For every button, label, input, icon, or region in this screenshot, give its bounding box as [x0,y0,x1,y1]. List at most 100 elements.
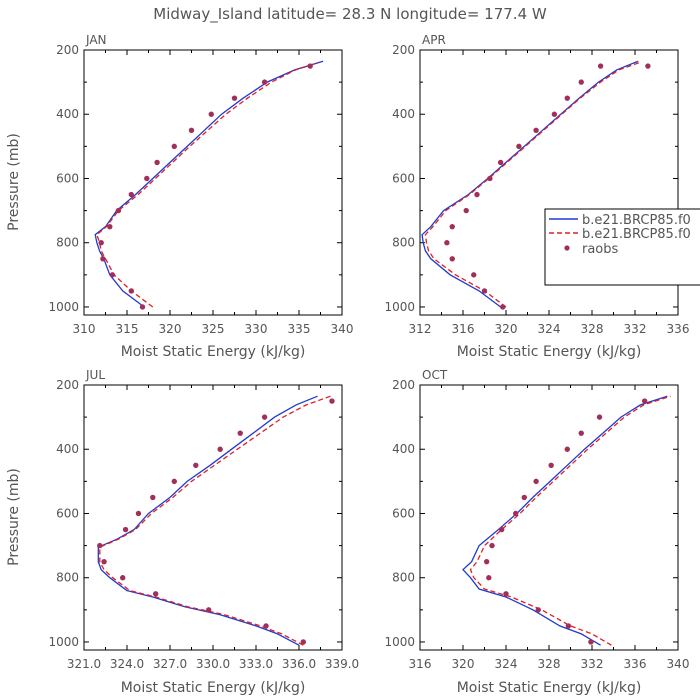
panel-apr-raobs-point [474,191,480,198]
panel-jan-xtick-label: 320 [159,322,182,336]
panel-jan-raobs-point [128,288,134,294]
panel-apr-raobs-point [500,304,506,310]
panel-apr-xtick-label: 332 [624,322,647,336]
panel-jan-raobs-point [98,240,104,246]
panel-jan-raobs-point [171,143,177,150]
panel-jan-raobs-point [144,175,150,182]
legend: b.e21.BRCP85.f0 b.e21.BRCP85.f0 raobs [544,208,700,286]
panel-apr-raobs-point [533,127,539,134]
panel-oct-raobs-point [483,558,490,565]
panel-oct-raobs-point [486,575,492,581]
panel-jul-raobs-point [122,526,129,533]
panel-jul-xtick-label: 333.0 [239,657,273,671]
panel-jan-raobs-point [231,95,238,101]
panel-jan-raobs-point [115,207,122,214]
panel-jan-raobs-point [107,223,113,230]
panel-apr-raobs-point [597,63,604,69]
panel-jul-ytick-label: 400 [56,442,79,456]
panel-jul: JUL 321.0 324.0 327.0 330.0 333.0 336.0 339.0 2… [6,368,359,696]
panel-jul-ytick-label: 1000 [48,635,79,649]
panel-apr-xlabel: Moist Static Energy (kJ/kg) [457,344,642,360]
panel-apr-raobs-point [444,240,450,246]
panel-apr-raobs-point [449,256,455,262]
panel-jul-xtick-label: 330.0 [196,657,230,671]
panel-oct-raobs-point [512,510,519,517]
panel-jan-xtick-label: 335 [288,322,311,336]
panel-jan-raobs-point [261,79,268,85]
panel-apr-xtick-label: 320 [495,322,518,336]
panel-oct-raobs-point [588,639,594,645]
panel-apr-xtick-label: 328 [581,322,604,336]
panel-apr-raobs-point [645,63,651,69]
panel-oct-raobs-point [489,542,495,549]
panel-oct-ytick-label: 800 [392,571,415,585]
panel-jul-frame [83,384,343,651]
panel-oct-raobs-point [548,462,554,469]
panel-oct-ytick-label: 600 [392,506,415,520]
panel-apr-raobs-point [516,143,522,150]
panel-jul-plot: 321.0 324.0 327.0 330.0 333.0 336.0 339.0 200 40… [48,378,359,671]
panel-apr-ytick-label: 600 [392,171,415,185]
panel-apr-raobs-point [578,79,584,85]
panel-jul-xtick-label: 321.0 [67,657,101,671]
panel-jul-xlabel: Moist Static Energy (kJ/kg) [121,680,306,696]
panel-apr-ytick-label: 800 [392,236,415,250]
panel-jul-ytick-label: 200 [56,378,79,392]
panel-jul-raobs-point [101,558,107,565]
panel-apr-xtick-label: 336 [667,322,690,336]
panel-oct-xtick-label: 320 [452,657,475,671]
panel-oct-raobs-point [535,607,541,613]
panel-jul-raobs-point [206,607,212,613]
figure-title: Midway_Island latitude= 28.3 N longitude… [153,5,547,24]
panel-jan-raobs-point [109,272,116,278]
panel-oct-raobs-point [499,526,505,533]
panel-jul-model2-line [99,395,331,646]
panel-apr-raobs-point [487,175,493,182]
panel-jan-ytick-label: 600 [56,171,79,185]
panel-jul-raobs-point [263,623,269,629]
panel-oct-xtick-label: 336 [624,657,647,671]
panel-oct-xtick-label: 328 [538,657,561,671]
legend-obs-swatch [564,245,570,251]
panel-jan-model1-line [94,60,324,308]
panel-jul-raobs-point [261,414,268,420]
panel-jan-raobs-point [128,191,134,198]
panel-oct: OCT 316 320 324 328 332 336 340 200 400 600 800 100… [384,368,689,696]
panel-jul-raobs-point [152,591,159,597]
panel-jul-xtick-label: 339.0 [325,657,359,671]
panel-jul-ylabel: Pressure (mb) [6,468,22,566]
panel-oct-model1-line [462,395,668,646]
panel-jul-raobs-point [217,446,223,452]
panel-apr-plot: 312 316 320 324 328 332 336 200 400 600 800 1000 [384,43,689,336]
panel-jul-raobs-point [300,639,306,645]
panel-jan-ylabel: Pressure (mb) [6,133,22,231]
panel-apr-label: APR [422,33,446,47]
panel-jan-frame [83,49,343,316]
panel-jul-raobs-point [135,510,142,517]
panel-apr-raobs-point [551,111,558,117]
panel-oct-frame [419,384,679,651]
panel-oct-raobs-point [596,414,603,420]
panel-apr-raobs-point [449,223,455,230]
panel-oct-model2-line [469,395,671,646]
panel-jan-ytick-label: 400 [56,107,79,121]
panel-oct-ytick-label: 400 [392,442,415,456]
panel-oct-raobs-point [578,430,584,436]
panel-jul-raobs-point [150,494,156,501]
panel-apr-xtick-label: 324 [538,322,561,336]
panel-apr-raobs-point [497,159,504,166]
panel-jan-ytick-label: 800 [56,236,79,250]
panel-jul-xtick-label: 336.0 [282,657,316,671]
panel-oct-raobs-point [641,398,648,404]
panel-jan-ytick-label: 200 [56,43,79,57]
legend-obs-label: raobs [582,242,619,257]
panel-jan-label: JAN [85,33,107,47]
panel-jan: JAN 310 315 320 325 330 335 340 200 400 600 800 100… [6,33,353,360]
panel-apr: APR 312 316 320 324 328 332 336 200 400 600 800 100… [384,33,689,360]
panel-jan-raobs-point [307,63,313,69]
panel-oct-raobs-point [503,591,509,597]
panel-apr-ytick-label: 1000 [384,300,415,314]
panel-jul-raobs-point [171,478,177,485]
panel-oct-raobs-point [565,623,572,629]
panel-jan-xlabel: Moist Static Energy (kJ/kg) [121,344,306,360]
